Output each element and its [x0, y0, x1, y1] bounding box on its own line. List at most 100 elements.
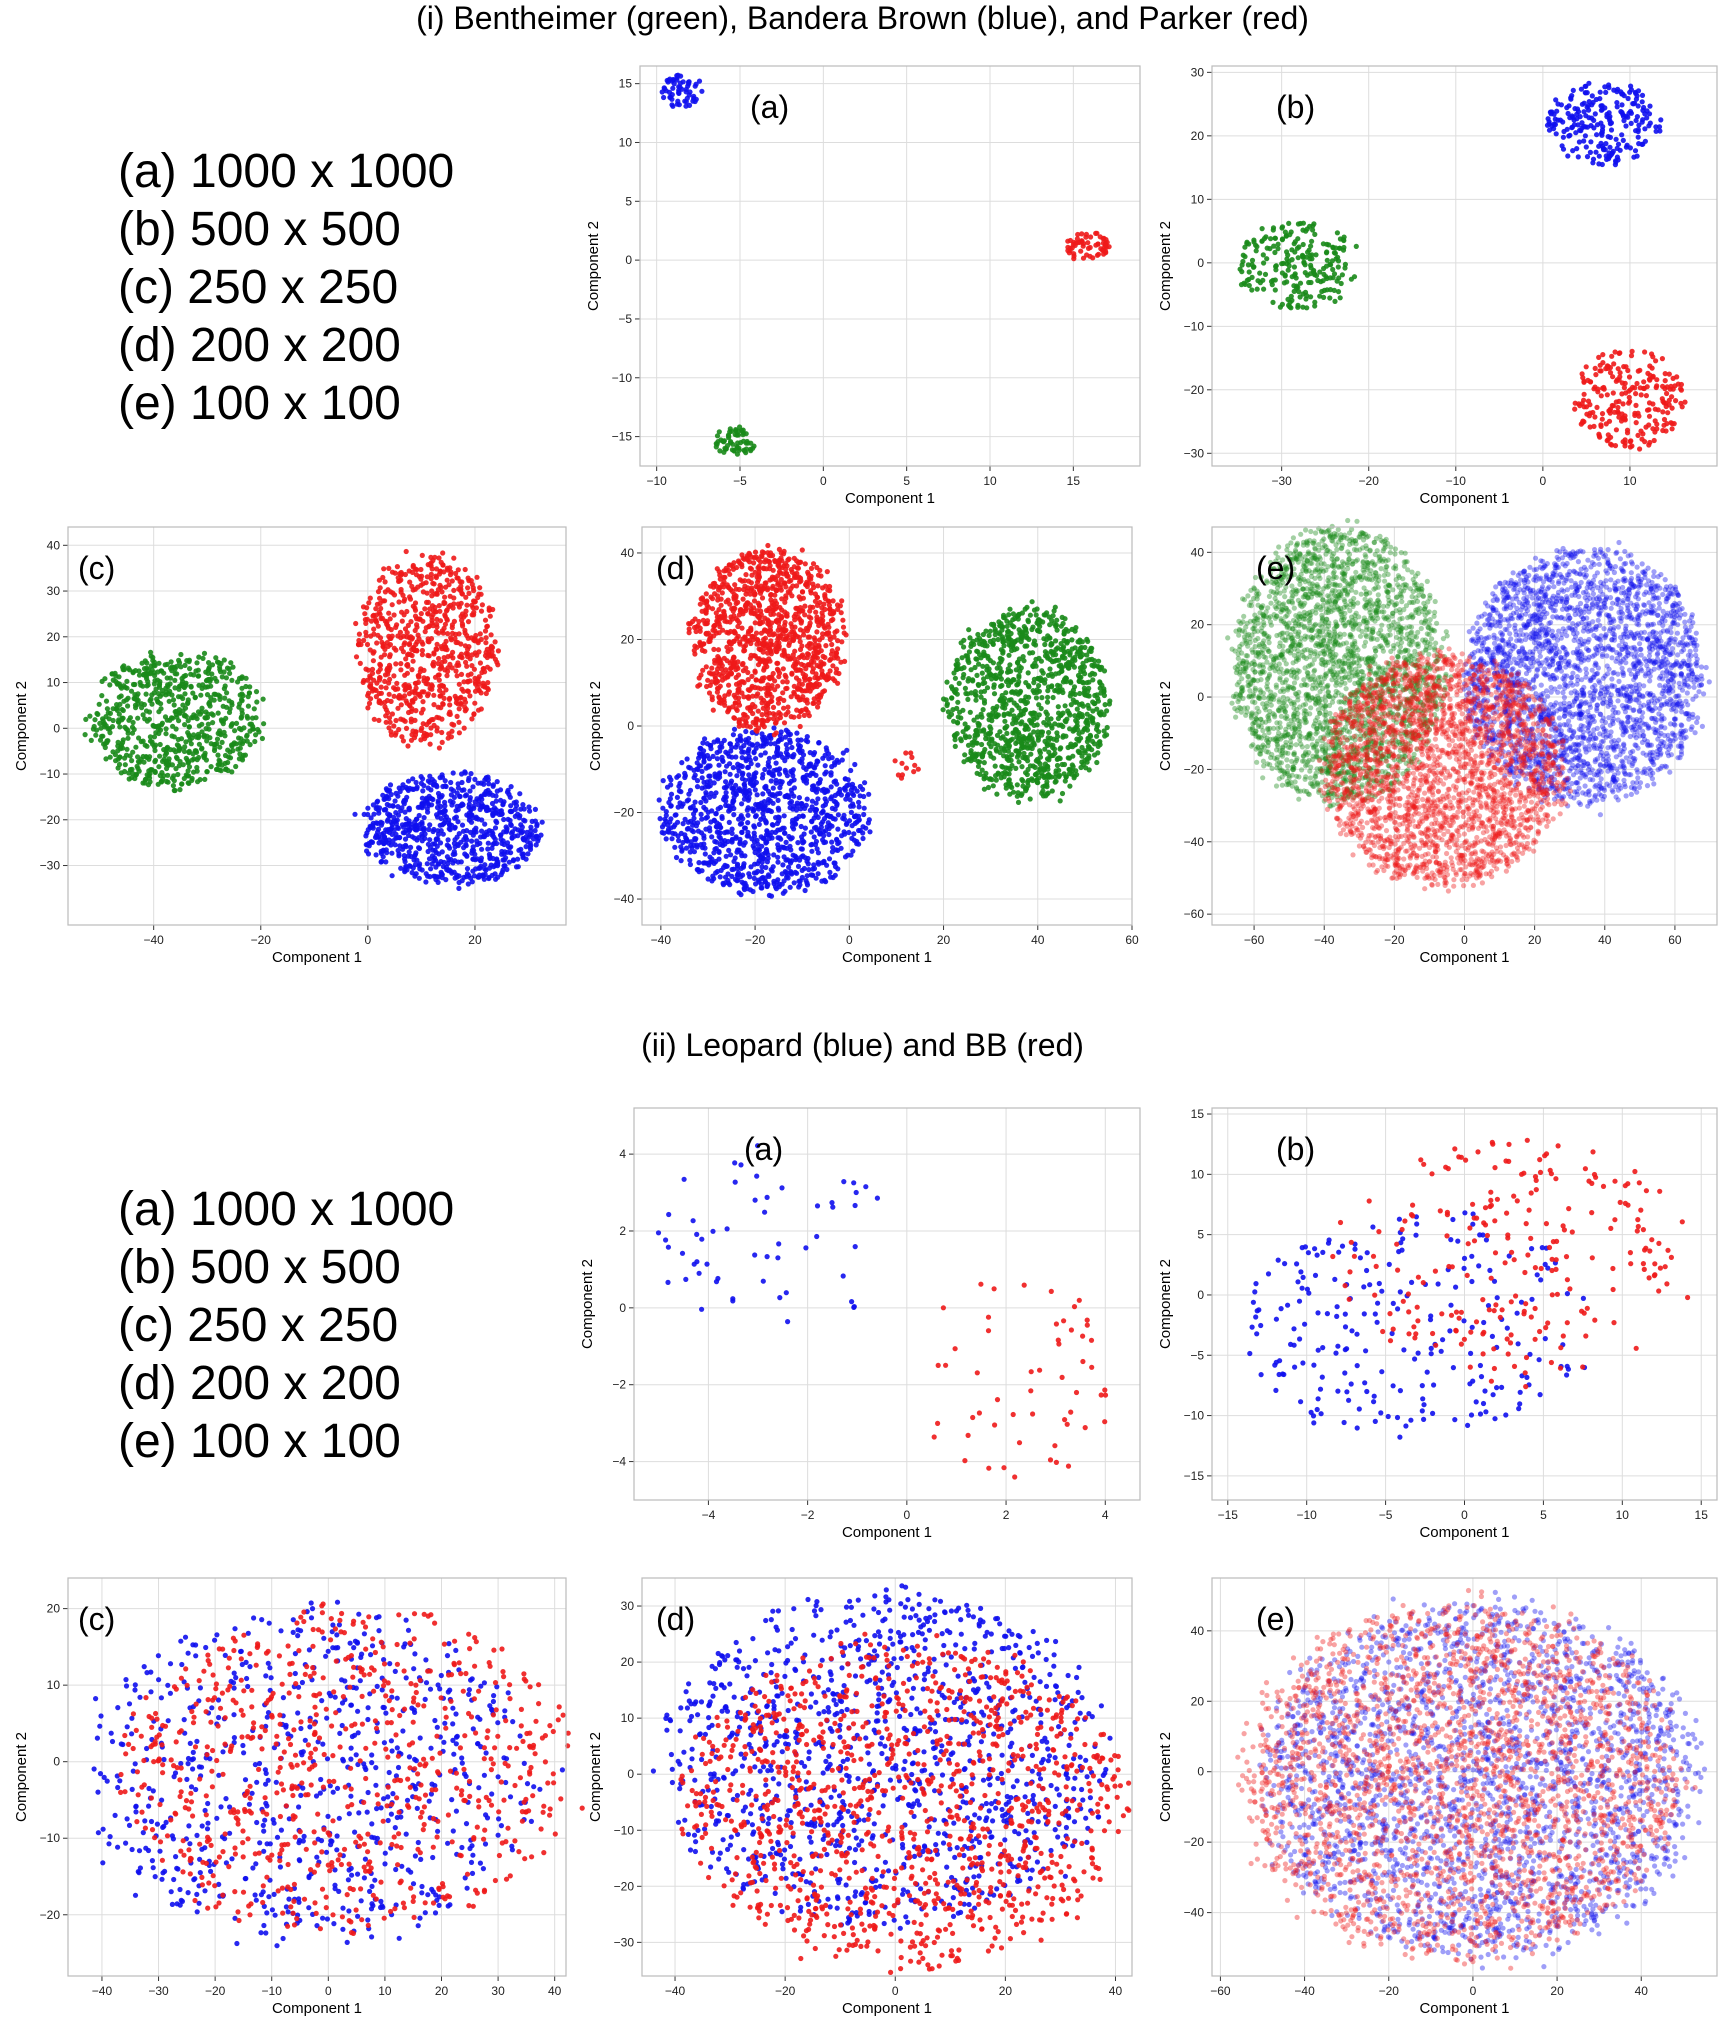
data-point-red — [1652, 418, 1658, 424]
data-point-blue — [400, 830, 406, 836]
data-point-green — [213, 766, 220, 773]
data-point-red — [464, 633, 470, 639]
data-point-green — [1089, 747, 1095, 753]
data-point-blue — [1635, 103, 1641, 109]
data-point-green — [1045, 694, 1051, 700]
data-point-green — [163, 731, 169, 737]
data-point-green — [129, 724, 136, 730]
data-point-green — [998, 647, 1005, 653]
data-point-blue — [387, 782, 394, 788]
data-point-red — [471, 599, 478, 605]
data-point-green — [995, 770, 1001, 776]
data-point-green — [230, 664, 236, 670]
data-point-blue — [463, 874, 470, 880]
data-point-green — [230, 748, 236, 754]
data-point-green — [716, 429, 722, 435]
data-point-red — [414, 622, 420, 628]
data-point-green — [129, 758, 135, 764]
data-point-green — [172, 677, 178, 683]
data-point-green — [1353, 243, 1359, 249]
data-point-green — [125, 703, 131, 709]
data-point-red — [1580, 418, 1586, 424]
data-point-green — [943, 697, 949, 703]
data-point-green — [1340, 247, 1347, 253]
data-point-green — [185, 718, 191, 724]
data-point-green — [993, 672, 999, 678]
data-point-red — [1612, 409, 1618, 415]
data-point-green — [1285, 296, 1291, 302]
data-point-green — [114, 707, 120, 714]
data-point-green — [1084, 723, 1091, 729]
data-point-blue — [425, 841, 431, 847]
data-point-green — [1058, 664, 1064, 671]
data-point-green — [144, 754, 150, 761]
data-point-green — [245, 715, 251, 721]
data-point-green — [1042, 680, 1048, 686]
data-point-red — [453, 639, 459, 646]
data-point-red — [489, 653, 495, 659]
data-point-green — [164, 745, 170, 751]
data-point-blue — [528, 824, 534, 830]
data-point-blue — [501, 816, 507, 823]
y-tick-label: 30 — [47, 584, 61, 598]
data-point-blue — [523, 856, 529, 862]
data-point-blue — [393, 790, 399, 797]
data-point-green — [1057, 746, 1063, 752]
data-point-blue — [669, 102, 675, 108]
data-point-blue — [827, 869, 833, 876]
data-point-red — [1613, 399, 1619, 405]
data-point-red — [419, 647, 425, 654]
data-point-blue — [401, 801, 407, 807]
data-point-red — [420, 641, 426, 647]
data-point-blue — [703, 826, 709, 832]
data-point-green — [981, 728, 987, 734]
data-point-green — [952, 675, 959, 681]
data-point-green — [189, 735, 195, 741]
data-point-blue — [1621, 118, 1627, 124]
data-point-red — [385, 625, 392, 631]
data-point-green — [1312, 231, 1318, 237]
y-tick-label: 0 — [625, 253, 632, 267]
data-point-blue — [373, 852, 379, 858]
data-point-red — [1093, 242, 1099, 248]
data-point-blue — [428, 866, 434, 872]
y-tick-label: 10 — [619, 135, 633, 149]
x-tick-label: 0 — [1540, 474, 1547, 488]
data-point-blue — [392, 842, 398, 848]
data-point-blue — [473, 814, 479, 820]
data-point-green — [1084, 711, 1090, 717]
data-point-blue — [489, 828, 495, 834]
data-point-red — [1654, 377, 1660, 383]
data-point-red — [368, 696, 374, 702]
data-point-blue — [447, 798, 453, 804]
data-point-blue — [403, 784, 409, 791]
data-point-red — [1581, 391, 1587, 397]
data-point-green — [1040, 784, 1046, 790]
data-point-green — [166, 691, 172, 697]
data-point-blue — [368, 839, 374, 845]
data-point-blue — [768, 778, 774, 784]
data-point-blue — [1584, 90, 1590, 96]
data-point-red — [418, 566, 424, 573]
data-point-red — [444, 607, 450, 613]
data-point-red — [442, 594, 448, 600]
data-point-red — [433, 609, 439, 615]
data-point-green — [1031, 607, 1038, 613]
data-point-green — [1312, 303, 1318, 309]
data-point-red — [1600, 385, 1606, 391]
plot-frame — [639, 65, 1141, 467]
data-point-green — [1024, 604, 1030, 610]
data-point-green — [1246, 269, 1252, 275]
data-point-blue — [1565, 110, 1571, 117]
data-point-green — [1253, 242, 1259, 248]
data-point-blue — [470, 868, 476, 874]
data-point-green — [172, 709, 178, 715]
data-point-green — [955, 714, 961, 720]
data-point-blue — [734, 773, 740, 779]
data-point-green — [163, 726, 169, 732]
data-point-green — [204, 769, 210, 775]
data-point-blue — [476, 872, 483, 878]
data-point-red — [1640, 431, 1646, 437]
data-point-green — [990, 783, 996, 789]
data-point-blue — [439, 849, 445, 855]
